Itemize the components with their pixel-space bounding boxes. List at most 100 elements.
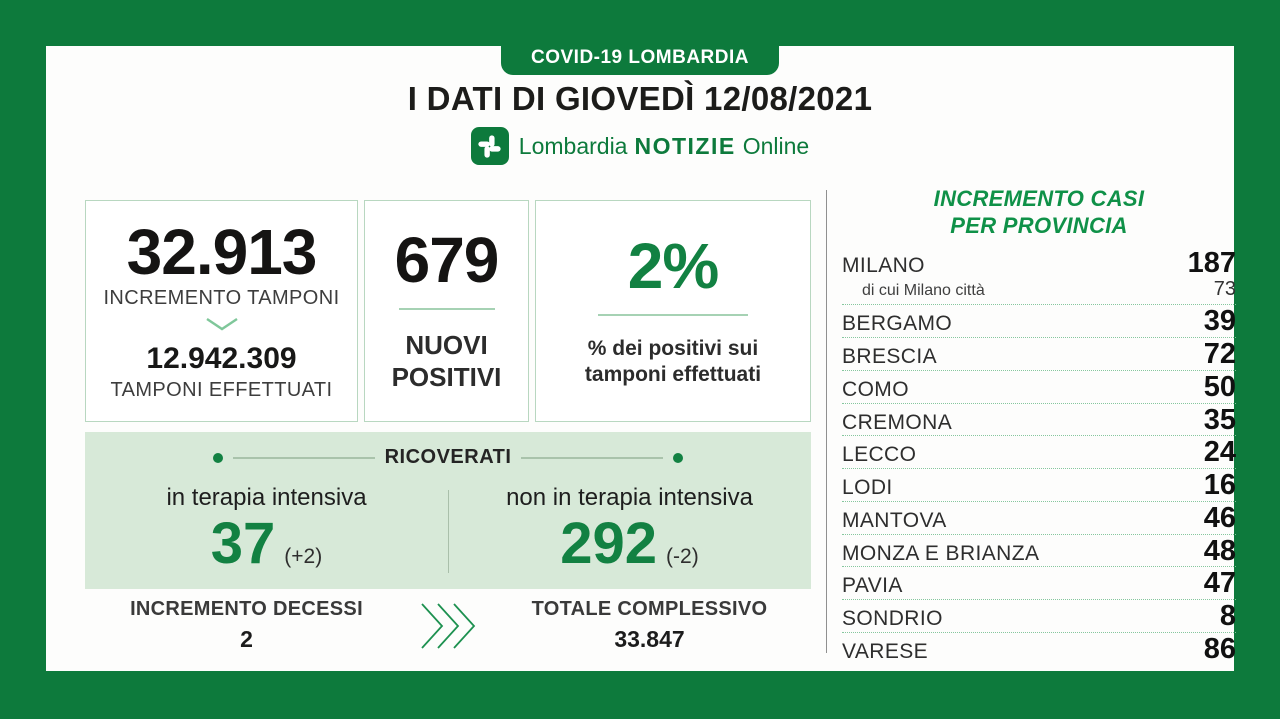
province-panel-title: INCREMENTO CASI PER PROVINCIA	[842, 186, 1236, 240]
totale-complessivo-value: 33.847	[614, 626, 685, 652]
province-row-bergamo: BERGAMO 39	[842, 305, 1236, 339]
province-sub-name: di cui Milano città	[862, 282, 985, 300]
province-row-mantova: MANTOVA 46	[842, 502, 1236, 535]
non-terapia-intensiva-value: 292	[560, 511, 658, 577]
incremento-decessi-value: 2	[240, 626, 253, 652]
province-row-sondrio: SONDRIO 8	[842, 600, 1236, 633]
province-row-lecco: LECCO 24	[842, 436, 1236, 470]
terapia-intensiva-values: 37 (+2)	[210, 511, 323, 577]
dot-icon	[673, 452, 684, 463]
non-terapia-intensiva-values: 292 (-2)	[560, 511, 699, 577]
province-row-pavia: PAVIA 47	[842, 567, 1236, 600]
divider-line	[398, 308, 495, 311]
province-value: 47	[1203, 567, 1236, 600]
panel-title-line2: PER PROVINCIA	[950, 212, 1128, 238]
percentuale-label: % dei positivi sui tamponi effettuati	[585, 336, 761, 387]
tamponi-effettuati-label: TAMPONI EFFETTUATI	[110, 379, 333, 401]
ricoverati-columns: in terapia intensiva 37 (+2) non in tera…	[85, 476, 811, 583]
page-title: I DATI DI GIOVEDÌ 12/08/2021	[407, 80, 873, 117]
province-value: 72	[1203, 338, 1236, 371]
logo-lombardia: Lombardia	[518, 132, 628, 159]
incremento-decessi-block: INCREMENTO DECESSI 2	[85, 598, 408, 653]
logo-text: Lombardia NOTIZIE Online	[519, 133, 809, 160]
province-value: 39	[1203, 305, 1236, 338]
non-terapia-intensiva-label: non in terapia intensiva	[506, 484, 753, 512]
percentuale-value: 2%	[627, 230, 719, 303]
province-row-cremona: CREMONA 35	[842, 404, 1236, 437]
province-panel: INCREMENTO CASI PER PROVINCIA MILANO 187…	[842, 186, 1236, 664]
province-name: MILANO	[842, 253, 925, 277]
province-value: 86	[1203, 632, 1236, 665]
province-value: 24	[1203, 436, 1236, 469]
card-percentuale-positivi: 2% % dei positivi sui tamponi effettuati	[535, 200, 811, 422]
stat-cards: 32.913 INCREMENTO TAMPONI 12.942.309 TAM…	[85, 200, 811, 422]
province-value: 48	[1203, 534, 1236, 567]
tamponi-effettuati-value: 12.942.309	[146, 342, 297, 375]
province-row-monza-e-brianza: MONZA E BRIANZA 48	[842, 535, 1236, 568]
nuovi-label-line1: NUOVI	[405, 330, 488, 361]
ricoverati-title: RICOVERATI	[384, 446, 512, 468]
province-name: VARESE	[842, 639, 929, 663]
triple-chevron-icon	[408, 600, 488, 652]
band-divider	[448, 490, 449, 573]
ricoverati-header: RICOVERATI	[213, 446, 684, 469]
nuovi-label-line2: POSITIVI	[391, 362, 502, 392]
rosa-camuna-icon	[470, 127, 509, 165]
province-value: 50	[1203, 370, 1236, 403]
province-row-varese: VARESE 86	[842, 633, 1236, 665]
totale-complessivo-label: TOTALE COMPLESSIVO	[531, 598, 768, 620]
dot-icon	[213, 452, 223, 463]
province-row-lodi: LODI 16	[842, 469, 1236, 502]
province-row-brescia: BRESCIA 72	[842, 338, 1236, 371]
province-name: BERGAMO	[842, 312, 953, 336]
vertical-separator	[826, 190, 827, 653]
covid-lombardia-badge: COVID-19 LOMBARDIA	[500, 46, 780, 75]
province-name: SONDRIO	[842, 607, 943, 630]
province-row-como: COMO 50	[842, 371, 1236, 404]
logo-online: Online	[742, 132, 810, 159]
footer-totals: INCREMENTO DECESSI 2 TOTALE COMPLESSIVO …	[85, 598, 811, 653]
divider-line	[598, 314, 748, 317]
header-line	[521, 456, 664, 459]
terapia-intensiva-label: in terapia intensiva	[166, 484, 367, 512]
province-name: LECCO	[842, 443, 917, 467]
province-sub-value: 73	[1213, 278, 1236, 301]
province-name: COMO	[842, 377, 909, 401]
panel-title-line1: INCREMENTO CASI	[933, 186, 1145, 211]
nuovi-positivi-value: 679	[394, 224, 500, 297]
logo-notizie: NOTIZIE	[634, 132, 736, 159]
incremento-decessi-label: INCREMENTO DECESSI	[130, 598, 363, 620]
card-incremento-tamponi: 32.913 INCREMENTO TAMPONI 12.942.309 TAM…	[85, 200, 358, 422]
province-value: 46	[1203, 501, 1236, 534]
province-name: BRESCIA	[842, 345, 937, 369]
province-value: 8	[1219, 600, 1236, 632]
province-name: MANTOVA	[842, 508, 947, 532]
chevron-down-icon	[205, 317, 239, 337]
totale-complessivo-block: TOTALE COMPLESSIVO 33.847	[488, 598, 811, 653]
lombardia-notizie-logo: Lombardia NOTIZIE Online	[0, 127, 1280, 165]
province-row-milano: MILANO 187	[842, 247, 1236, 279]
terapia-intensiva-block: in terapia intensiva 37 (+2)	[85, 476, 448, 583]
incremento-tamponi-value: 32.913	[126, 216, 318, 288]
province-name: LODI	[842, 476, 893, 500]
province-value: 16	[1203, 469, 1236, 502]
province-row-milano-citta: di cui Milano città 73	[842, 278, 1236, 306]
province-value: 187	[1187, 246, 1236, 279]
non-terapia-intensiva-block: non in terapia intensiva 292 (-2)	[448, 476, 811, 583]
nuovi-positivi-label: NUOVI POSITIVI	[392, 330, 502, 393]
card-nuovi-positivi: 679 NUOVI POSITIVI	[364, 200, 529, 422]
terapia-intensiva-value: 37	[210, 511, 276, 577]
terapia-intensiva-delta: (+2)	[284, 545, 323, 569]
ricoverati-band: RICOVERATI in terapia intensiva 37 (+2) …	[85, 432, 811, 589]
province-name: PAVIA	[842, 574, 903, 598]
province-name: MONZA E BRIANZA	[842, 541, 1040, 565]
percent-label-line2: tamponi effettuati	[584, 363, 762, 386]
incremento-tamponi-label: INCREMENTO TAMPONI	[103, 287, 340, 309]
header-line	[233, 456, 375, 459]
province-name: CREMONA	[842, 410, 953, 434]
province-rows: MILANO 187 di cui Milano città 73 BERGAM…	[842, 247, 1236, 665]
non-terapia-intensiva-delta: (-2)	[666, 545, 699, 569]
province-value: 35	[1203, 403, 1236, 436]
percent-label-line1: % dei positivi sui	[587, 337, 759, 361]
